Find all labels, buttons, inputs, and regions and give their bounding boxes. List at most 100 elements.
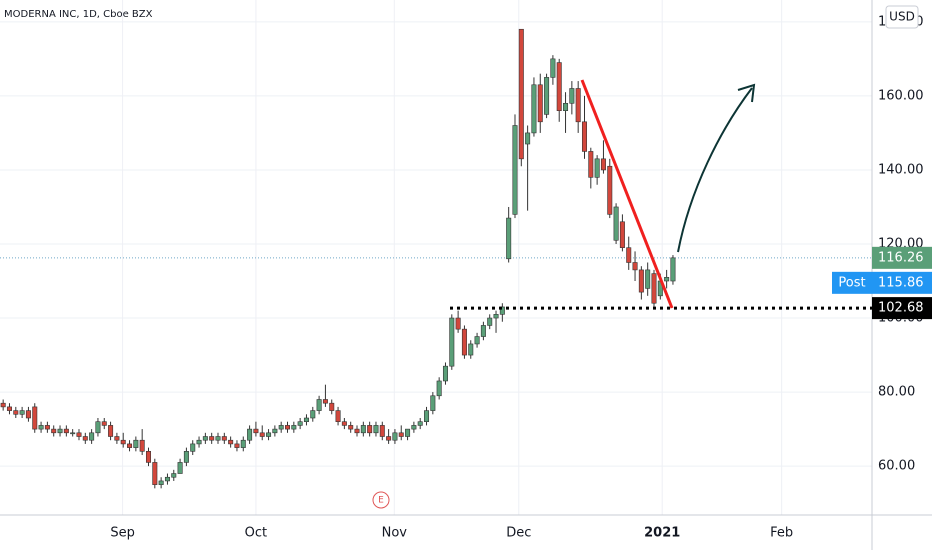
candle-body [354, 428, 360, 434]
candle-body [474, 336, 480, 345]
candle-body [335, 410, 341, 423]
candle-body [158, 480, 164, 485]
candle-body [563, 102, 569, 112]
candle-body [32, 406, 38, 430]
candle-body [651, 273, 657, 304]
candle-body [303, 417, 309, 423]
y-tick-label: 60.00 [878, 459, 915, 474]
candle-body [127, 443, 133, 448]
candle-body [70, 432, 76, 435]
candle-body [297, 421, 303, 426]
candle-body [259, 432, 265, 437]
candle-body [664, 277, 670, 282]
x-tick-label: Nov [382, 526, 408, 541]
candle-body [556, 62, 562, 112]
candle-body [360, 425, 366, 434]
candle-body [461, 328, 467, 356]
candle-body [114, 436, 120, 441]
candle-body [341, 421, 347, 426]
candle-body [518, 28, 524, 160]
candle-body [373, 425, 379, 434]
post-price-box [872, 271, 932, 294]
candle-body [322, 399, 328, 404]
candle-body [506, 217, 512, 260]
candle-body [19, 410, 25, 415]
candle-body [493, 314, 499, 319]
candle-body [272, 428, 278, 434]
candle-body [171, 473, 177, 478]
candle-body [550, 58, 556, 78]
post-price-label: 115.86 [878, 275, 924, 290]
candle-body [120, 439, 126, 445]
candle-body [430, 395, 436, 411]
candle-body [619, 221, 625, 248]
support-price-box [872, 297, 932, 320]
candle-body [13, 410, 19, 415]
candle-body [329, 402, 335, 411]
candle-body [455, 317, 461, 330]
last-price-label: 116.26 [878, 250, 924, 265]
candle-body [310, 410, 316, 419]
candle-body [449, 317, 455, 367]
candle-body [82, 436, 88, 441]
candle-body [417, 421, 423, 426]
arrow-head [737, 83, 756, 103]
candle-body [291, 425, 297, 430]
candle-body [480, 325, 486, 337]
candle-body [177, 462, 183, 474]
candle-body [133, 439, 139, 448]
y-tick-label: 160.00 [878, 88, 924, 103]
candle-body [398, 432, 404, 437]
candle-body [247, 428, 253, 441]
candle-body [468, 343, 474, 356]
candle-body [183, 451, 189, 463]
support-price-label: 102.68 [878, 301, 924, 316]
candle-body [25, 410, 31, 419]
candle-body [588, 151, 594, 178]
candle-body [424, 410, 430, 423]
x-tick-label: Dec [506, 526, 531, 541]
candle-body [512, 125, 518, 215]
candle-body [6, 406, 12, 411]
candle-body [63, 428, 69, 434]
candle-body [89, 432, 95, 441]
earnings-label: E [378, 496, 384, 506]
candle-body [202, 436, 208, 441]
candle-body [38, 425, 44, 430]
candle-body [278, 425, 284, 430]
post-tag-label: Post [838, 275, 865, 290]
candle-body [499, 306, 505, 315]
candle-body [569, 88, 575, 104]
candle-body [215, 436, 221, 441]
candle-body [228, 439, 234, 445]
candle-body [613, 206, 619, 241]
candle-body [525, 132, 531, 145]
candle-body [145, 451, 151, 463]
arrow [677, 87, 753, 253]
candle-body [594, 158, 600, 178]
candle-body [95, 421, 101, 434]
candle-body [411, 425, 417, 430]
candle-body [575, 88, 581, 123]
candle-body [253, 428, 259, 434]
post-tag [832, 271, 872, 294]
candle-body [164, 476, 170, 482]
candle-body [76, 432, 82, 437]
currency-label: USD [889, 10, 915, 24]
candle-body [638, 269, 644, 293]
candle-body [626, 247, 632, 263]
earnings-marker [372, 491, 390, 509]
x-tick-label: 2021 [644, 526, 680, 541]
candle-body [316, 399, 322, 411]
candle-body [348, 425, 354, 430]
candle-body [670, 257, 676, 282]
last-price-box [872, 246, 932, 269]
candle-body [379, 425, 385, 437]
y-tick-label: 140.00 [878, 162, 924, 177]
candle-body [152, 462, 158, 485]
x-tick-label: Feb [770, 526, 793, 541]
trend-line [580, 79, 674, 309]
candle-body [285, 425, 291, 430]
candle-body [190, 443, 196, 452]
